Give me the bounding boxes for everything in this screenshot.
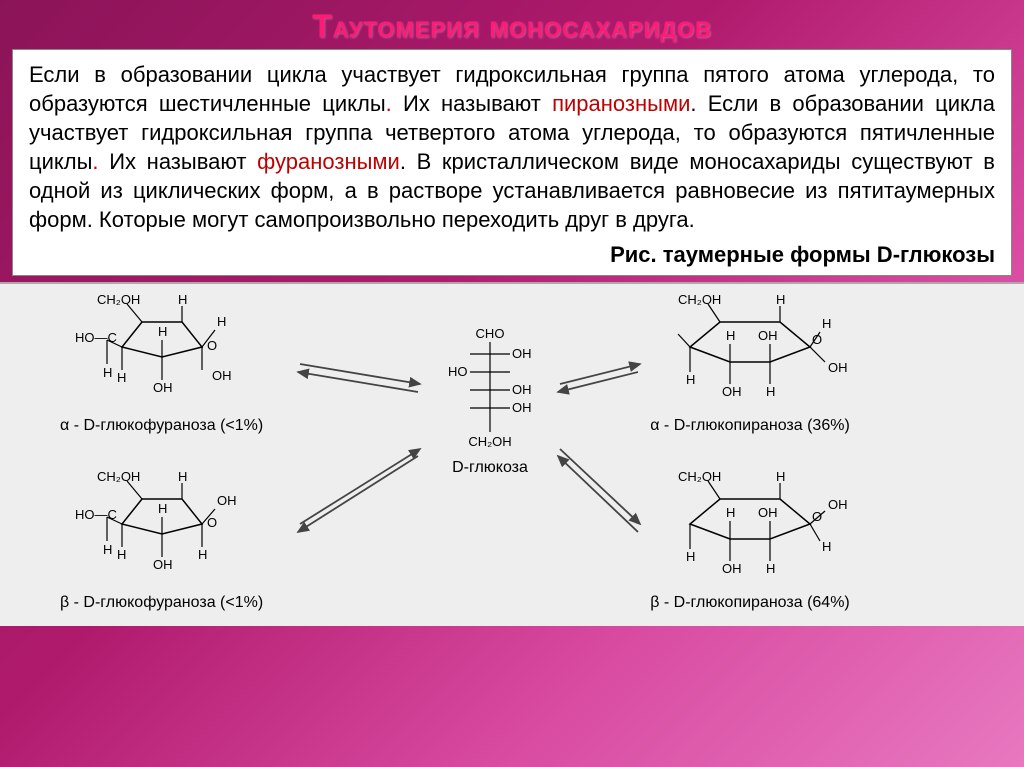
- arrows-icon: [0, 284, 1024, 626]
- body-text: Если в образовании цикла участвует гидро…: [12, 49, 1012, 276]
- highlight-1: пиранозными: [552, 91, 690, 116]
- chemistry-diagram: O CH₂OH HO—C H H OH H OH H H α - D: [0, 282, 1024, 626]
- conn-2: Их называют: [109, 149, 257, 174]
- period-2: .: [92, 149, 109, 174]
- slide-title: Таутомерия моносахаридов: [0, 0, 1024, 49]
- conn-1: Их называют: [403, 91, 552, 116]
- period-1: .: [386, 91, 403, 116]
- slide: Таутомерия моносахаридов Если в образова…: [0, 0, 1024, 767]
- figure-caption: Рис. таумерные формы D-глюкозы: [29, 240, 995, 269]
- highlight-2: фуранозными: [257, 149, 400, 174]
